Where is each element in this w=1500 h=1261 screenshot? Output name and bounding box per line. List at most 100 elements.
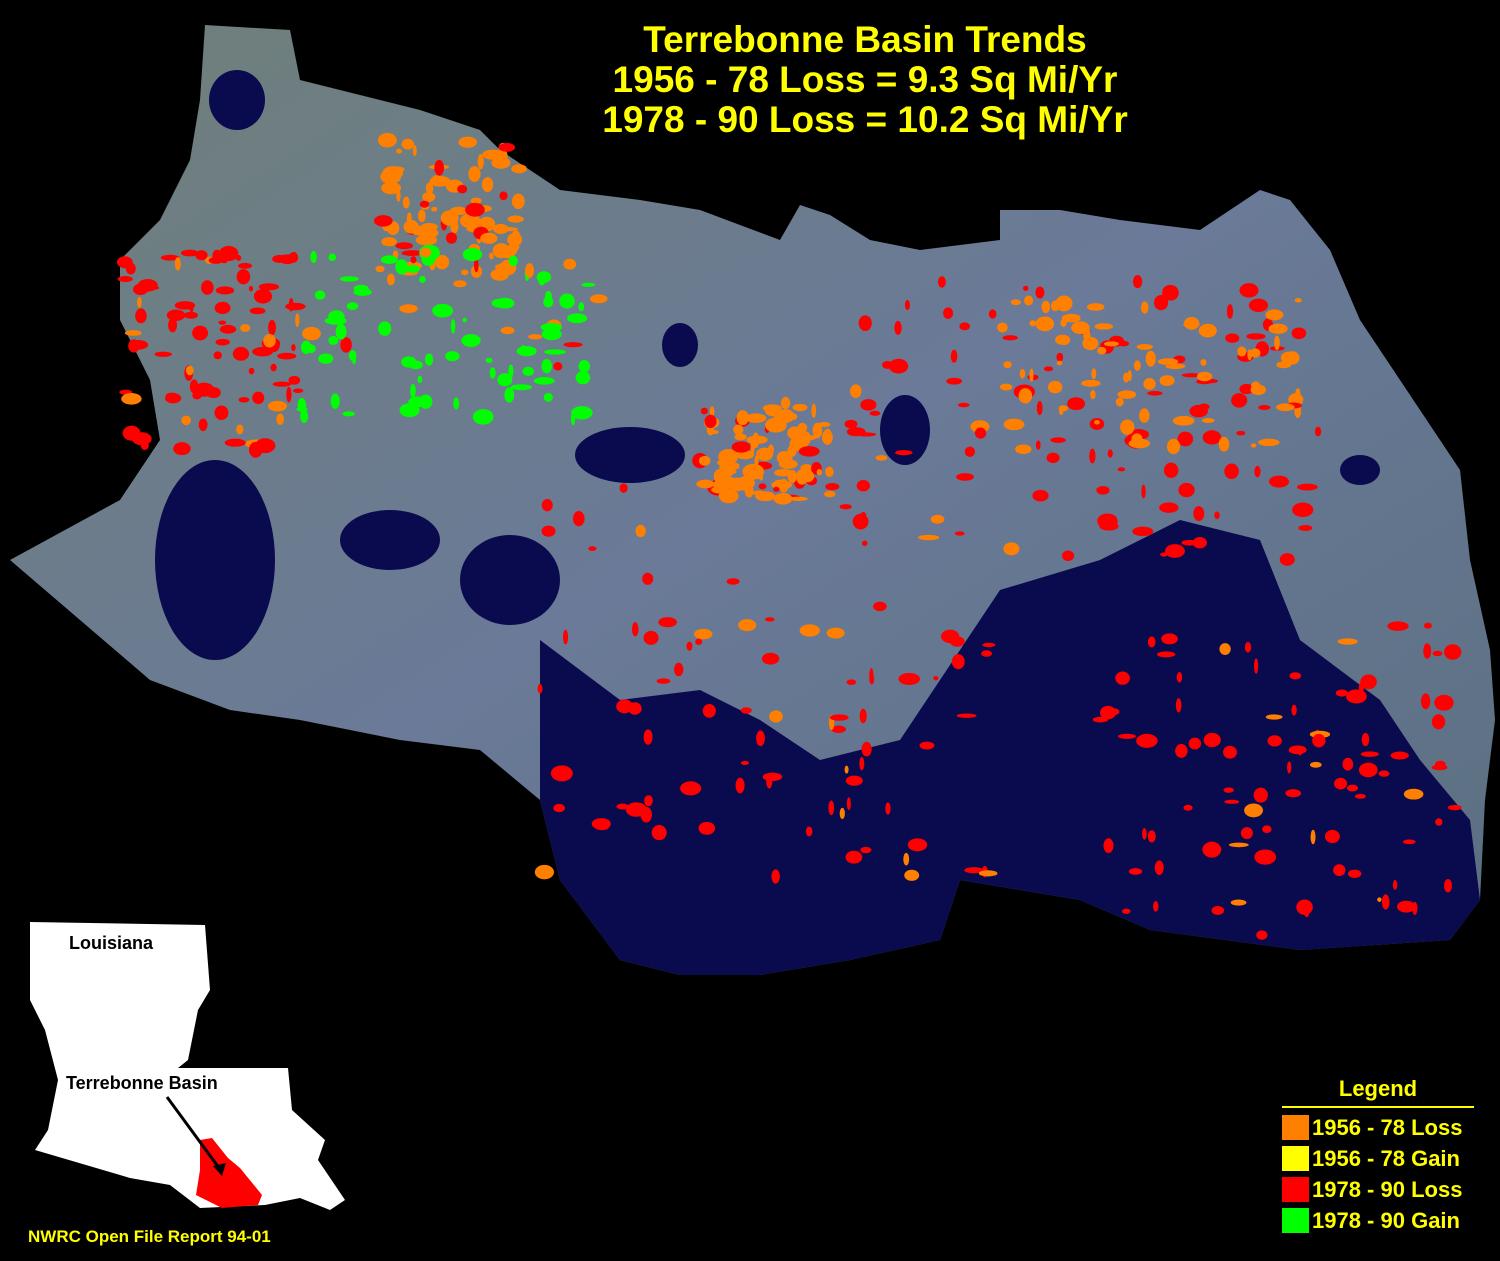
change-patch bbox=[340, 337, 352, 353]
change-patch bbox=[290, 251, 298, 262]
change-patch bbox=[643, 630, 659, 645]
change-patch bbox=[185, 365, 194, 376]
change-patch bbox=[500, 326, 515, 335]
change-patch bbox=[798, 446, 820, 457]
credit-text: NWRC Open File Report 94-01 bbox=[28, 1227, 271, 1246]
change-patch bbox=[844, 419, 858, 429]
change-patch bbox=[1239, 283, 1259, 298]
change-patch bbox=[656, 678, 671, 684]
change-patch bbox=[1029, 368, 1034, 382]
change-patch bbox=[1035, 440, 1041, 450]
change-patch bbox=[1091, 368, 1097, 380]
change-patch bbox=[1043, 366, 1054, 372]
change-patch bbox=[184, 311, 198, 319]
change-patch bbox=[541, 328, 562, 341]
change-patch bbox=[1346, 784, 1359, 792]
change-patch bbox=[619, 483, 628, 493]
change-patch bbox=[537, 683, 543, 694]
change-patch bbox=[642, 572, 654, 585]
change-patch bbox=[758, 474, 764, 481]
change-patch bbox=[1177, 431, 1194, 447]
change-patch bbox=[698, 455, 711, 466]
change-patch bbox=[1147, 830, 1156, 843]
change-patch bbox=[435, 181, 440, 187]
legend-item: 1956 - 78 Loss bbox=[1282, 1112, 1474, 1143]
change-patch bbox=[1387, 621, 1409, 631]
legend-swatch bbox=[1282, 1115, 1309, 1140]
change-patch bbox=[1198, 323, 1217, 338]
change-patch bbox=[1047, 380, 1063, 394]
change-patch bbox=[563, 342, 583, 348]
change-patch bbox=[744, 484, 754, 498]
change-patch bbox=[508, 255, 518, 267]
change-patch bbox=[213, 351, 222, 360]
change-patch bbox=[1121, 908, 1131, 914]
change-patch bbox=[846, 679, 857, 685]
change-patch bbox=[330, 393, 340, 409]
change-patch bbox=[1423, 643, 1432, 659]
arrow-head-icon bbox=[213, 1163, 226, 1176]
change-patch bbox=[702, 703, 716, 718]
change-patch bbox=[904, 299, 910, 311]
change-patch bbox=[277, 352, 297, 360]
change-patch bbox=[1251, 381, 1261, 392]
change-patch bbox=[1136, 344, 1153, 350]
change-patch bbox=[988, 309, 997, 319]
change-patch bbox=[511, 193, 525, 210]
change-patch bbox=[263, 333, 276, 348]
change-patch bbox=[767, 444, 774, 456]
change-patch bbox=[328, 253, 337, 262]
change-patch bbox=[885, 802, 891, 815]
change-patch bbox=[1181, 373, 1202, 378]
change-patch bbox=[765, 617, 775, 622]
change-patch bbox=[1296, 899, 1313, 915]
change-patch bbox=[898, 672, 921, 685]
change-patch bbox=[974, 427, 987, 439]
change-patch bbox=[709, 406, 715, 417]
change-patch bbox=[453, 397, 460, 410]
change-patch bbox=[1024, 295, 1034, 306]
change-patch bbox=[395, 242, 413, 250]
change-patch bbox=[154, 351, 172, 357]
change-patch bbox=[799, 624, 820, 637]
change-patch bbox=[740, 760, 749, 765]
change-patch bbox=[595, 824, 609, 831]
change-patch bbox=[1262, 825, 1272, 834]
change-patch bbox=[1103, 341, 1119, 347]
change-patch bbox=[1236, 430, 1246, 436]
change-patch bbox=[1140, 301, 1149, 314]
change-patch bbox=[314, 290, 326, 300]
change-patch bbox=[492, 243, 510, 259]
change-patch bbox=[457, 184, 468, 194]
legend-label: 1956 - 78 Gain bbox=[1312, 1145, 1460, 1171]
change-patch bbox=[1291, 327, 1307, 340]
change-patch bbox=[1041, 300, 1051, 314]
change-patch bbox=[460, 269, 469, 276]
change-patch bbox=[395, 259, 408, 275]
legend-title: Legend bbox=[1282, 1076, 1474, 1108]
change-patch bbox=[978, 870, 998, 877]
change-patch bbox=[1268, 323, 1288, 334]
change-patch bbox=[1240, 827, 1253, 840]
change-patch bbox=[1378, 770, 1390, 777]
change-patch bbox=[1276, 403, 1295, 412]
change-patch bbox=[495, 297, 515, 309]
legend-label: 1978 - 90 Loss bbox=[1312, 1176, 1463, 1202]
change-patch bbox=[375, 265, 385, 273]
change-patch bbox=[453, 280, 467, 288]
change-patch bbox=[1176, 672, 1183, 683]
change-patch bbox=[941, 629, 960, 644]
change-patch bbox=[831, 725, 846, 734]
change-patch bbox=[522, 366, 535, 376]
change-patch bbox=[845, 850, 863, 864]
change-patch bbox=[572, 511, 585, 527]
change-patch bbox=[1143, 377, 1156, 390]
change-patch bbox=[1189, 404, 1208, 418]
change-patch bbox=[137, 279, 158, 292]
change-patch bbox=[956, 713, 977, 718]
change-patch bbox=[919, 741, 935, 750]
change-patch bbox=[248, 285, 254, 292]
change-patch bbox=[1224, 799, 1240, 804]
change-patch bbox=[1175, 698, 1182, 713]
